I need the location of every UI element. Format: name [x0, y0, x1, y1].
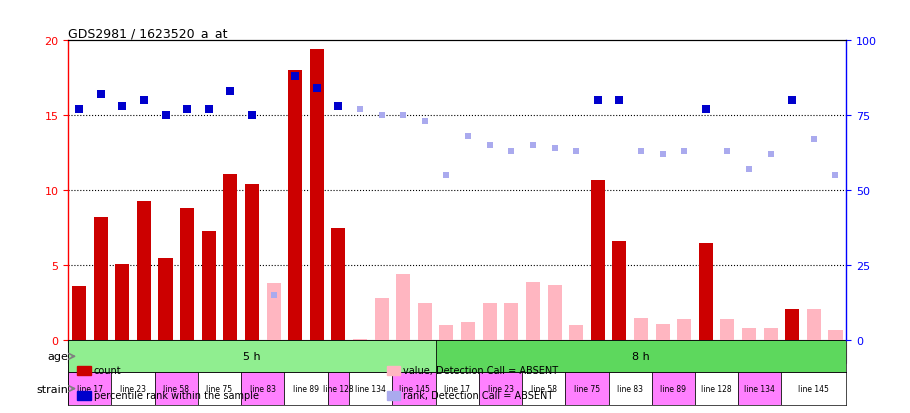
Bar — [284, 373, 328, 405]
Text: line 145: line 145 — [798, 384, 829, 393]
Bar — [440, 325, 453, 340]
Text: GDS2981 / 1623520_a_at: GDS2981 / 1623520_a_at — [68, 27, 228, 40]
Bar — [782, 373, 846, 405]
Text: line 17: line 17 — [76, 384, 103, 393]
Bar — [241, 373, 284, 405]
Bar — [223, 174, 238, 340]
Text: line 89: line 89 — [661, 384, 686, 393]
Bar — [699, 243, 713, 340]
Bar — [328, 373, 349, 405]
Bar — [436, 373, 479, 405]
Bar — [112, 373, 155, 405]
Bar — [677, 319, 692, 340]
Bar — [526, 282, 540, 340]
Bar — [482, 303, 497, 340]
Bar — [742, 328, 756, 340]
Bar — [331, 228, 346, 340]
Bar — [655, 324, 670, 340]
Bar — [652, 373, 695, 405]
Text: strain: strain — [36, 384, 68, 394]
Bar — [807, 309, 821, 340]
Text: line 17: line 17 — [444, 384, 470, 393]
Bar — [721, 319, 734, 340]
Bar — [68, 340, 436, 373]
Text: line 23: line 23 — [488, 384, 513, 393]
Bar — [180, 209, 194, 340]
Bar — [353, 339, 367, 340]
Bar — [591, 180, 605, 340]
Text: line 23: line 23 — [120, 384, 147, 393]
Text: line 134: line 134 — [356, 384, 386, 393]
Bar — [136, 201, 151, 340]
Text: 8 h: 8 h — [632, 351, 650, 361]
Bar — [158, 258, 173, 340]
Text: line 145: line 145 — [399, 384, 430, 393]
Bar — [738, 373, 782, 405]
Bar — [479, 373, 522, 405]
Text: line 75: line 75 — [574, 384, 600, 393]
Text: line 58: line 58 — [531, 384, 557, 393]
Bar — [436, 340, 846, 373]
Bar — [634, 318, 648, 340]
Text: line 58: line 58 — [163, 384, 189, 393]
Bar — [309, 50, 324, 340]
Bar — [418, 303, 432, 340]
Bar — [504, 303, 519, 340]
Bar — [609, 373, 652, 405]
Bar — [94, 218, 107, 340]
Text: line 134: line 134 — [744, 384, 775, 393]
Bar — [461, 323, 475, 340]
Bar — [695, 373, 738, 405]
Text: 5 h: 5 h — [243, 351, 261, 361]
Bar — [116, 264, 129, 340]
Bar — [68, 373, 111, 405]
Text: count: count — [94, 366, 121, 375]
Text: line 128: line 128 — [323, 384, 354, 393]
Bar — [392, 373, 436, 405]
Bar — [828, 330, 843, 340]
Bar — [245, 185, 259, 340]
Bar — [198, 373, 241, 405]
Bar — [785, 309, 799, 340]
Bar — [612, 242, 626, 340]
Text: line 89: line 89 — [293, 384, 319, 393]
Bar — [349, 373, 392, 405]
Bar — [155, 373, 197, 405]
Bar — [548, 285, 561, 340]
Text: rank, Detection Call = ABSENT: rank, Detection Call = ABSENT — [403, 390, 553, 400]
Bar — [522, 373, 565, 405]
Text: line 75: line 75 — [207, 384, 233, 393]
Bar — [202, 231, 216, 340]
Bar — [267, 283, 280, 340]
Bar — [565, 373, 609, 405]
Text: age: age — [47, 351, 68, 361]
Bar — [375, 299, 389, 340]
Bar — [763, 328, 778, 340]
Bar — [68, 340, 846, 363]
Bar — [288, 71, 302, 340]
Text: line 128: line 128 — [702, 384, 732, 393]
Text: percentile rank within the sample: percentile rank within the sample — [94, 390, 258, 400]
Bar — [72, 287, 86, 340]
Bar — [396, 275, 410, 340]
Bar — [569, 325, 583, 340]
Text: line 83: line 83 — [617, 384, 643, 393]
Text: line 83: line 83 — [249, 384, 276, 393]
Text: value, Detection Call = ABSENT: value, Detection Call = ABSENT — [403, 366, 558, 375]
